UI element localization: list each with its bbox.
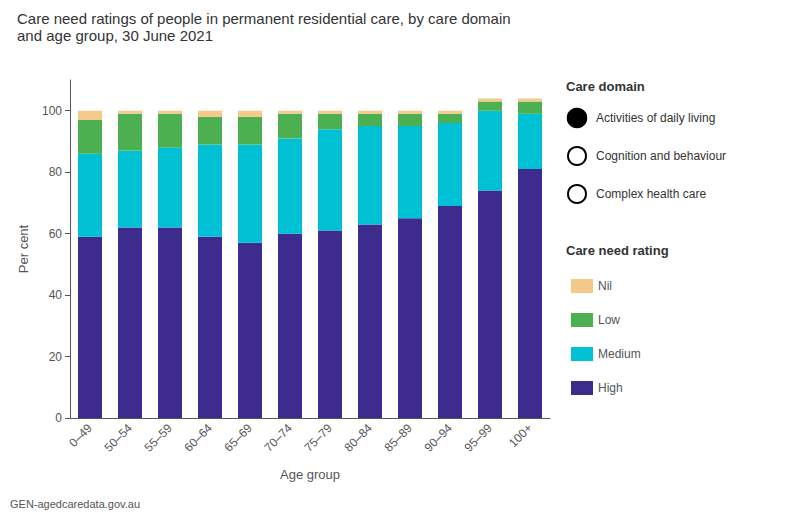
svg-text:80–84: 80–84 [341,421,375,455]
svg-text:85–89: 85–89 [381,421,415,455]
svg-text:75–79: 75–79 [301,421,335,455]
svg-text:Nil: Nil [598,279,612,293]
svg-text:GEN-agedcaredata.gov.au: GEN-agedcaredata.gov.au [10,498,140,510]
svg-text:90–94: 90–94 [421,421,455,455]
svg-text:100: 100 [42,104,62,118]
svg-text:and age group, 30 June 2021: and age group, 30 June 2021 [17,27,213,44]
svg-text:Care domain: Care domain [566,79,645,94]
svg-text:65–69: 65–69 [221,421,255,455]
svg-text:Cognition and behaviour: Cognition and behaviour [596,149,726,163]
svg-text:Per cent: Per cent [16,224,31,273]
svg-text:55–59: 55–59 [141,421,175,455]
svg-text:95–99: 95–99 [461,421,495,455]
svg-text:100+: 100+ [506,421,535,450]
svg-text:20: 20 [49,350,63,364]
svg-text:70–74: 70–74 [261,421,295,455]
svg-text:60: 60 [49,227,63,241]
svg-text:0: 0 [55,411,62,425]
svg-text:60–64: 60–64 [181,421,215,455]
svg-text:Low: Low [598,313,620,327]
svg-text:Medium: Medium [598,347,641,361]
svg-text:Care need rating: Care need rating [566,243,669,258]
svg-text:Complex health care: Complex health care [596,187,706,201]
svg-text:Activities of daily living: Activities of daily living [596,111,715,125]
svg-text:High: High [598,381,623,395]
svg-text:Care need ratings of people in: Care need ratings of people in permanent… [17,10,511,27]
svg-text:50–54: 50–54 [101,421,135,455]
svg-text:40: 40 [49,288,63,302]
svg-text:80: 80 [49,165,63,179]
svg-text:Age group: Age group [280,467,340,482]
svg-text:0–49: 0–49 [66,421,95,450]
